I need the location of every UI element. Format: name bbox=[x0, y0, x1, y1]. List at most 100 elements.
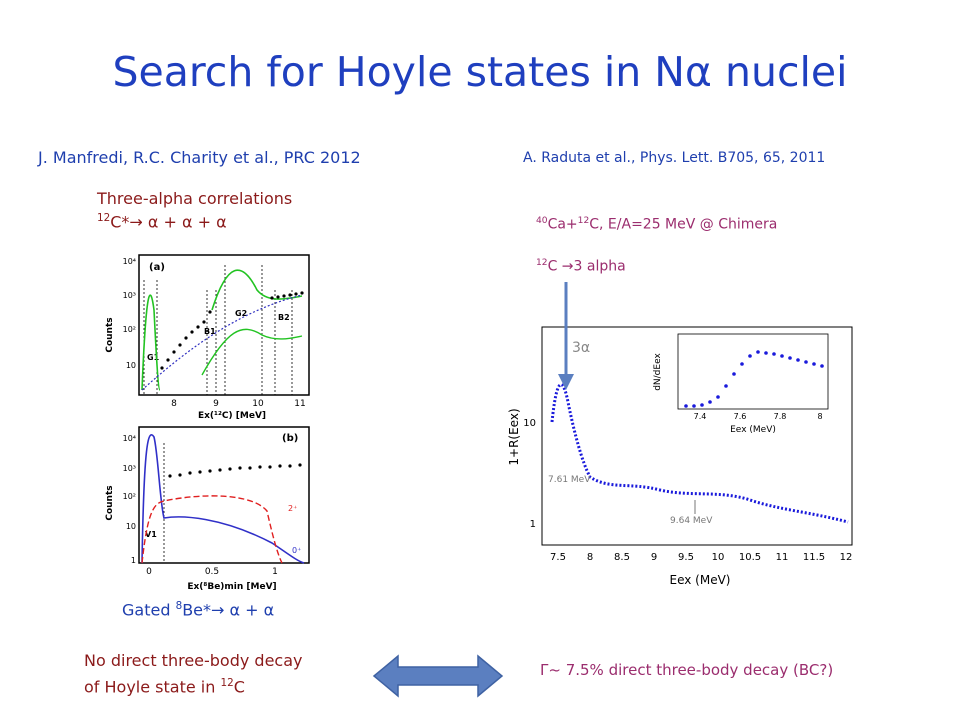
figure-c-xlabel: Eex (MeV) bbox=[670, 573, 731, 587]
pointer-arrow-head bbox=[558, 374, 574, 390]
double-arrow bbox=[372, 654, 504, 698]
gated-label: Gated 8Be*→ α + α bbox=[122, 600, 274, 619]
figure-a-fit-g1 bbox=[141, 294, 161, 391]
reaction-text: C*→ α + α + α bbox=[110, 212, 227, 232]
gated-pre: Gated bbox=[122, 600, 176, 620]
figure-a-frame bbox=[138, 254, 310, 396]
figure-c-xtick-2: 8.5 bbox=[614, 552, 630, 563]
figure-a-gate-lines bbox=[143, 265, 293, 395]
figure-b-xtick-1: 0.5 bbox=[205, 567, 219, 577]
left-conclusion-line2-post: C bbox=[233, 677, 245, 697]
figure-b-gate-v1: V1 bbox=[145, 530, 157, 539]
left-conclusion-line2-pre: of Hoyle state in bbox=[84, 677, 221, 697]
figure-a-ylabel: Counts bbox=[105, 317, 115, 352]
figure-a-gate-g1: G1 bbox=[147, 353, 160, 362]
figure-c-data-band bbox=[550, 383, 849, 524]
figure-b-xtick-2: 1 bbox=[272, 567, 278, 577]
double-arrow-shape bbox=[372, 654, 504, 698]
slide-title: Search for Hoyle states in Nα nuclei bbox=[112, 48, 848, 96]
figure-c-frame bbox=[541, 326, 853, 546]
figure-c-label: 3α bbox=[572, 340, 590, 356]
left-citation: J. Manfredi, R.C. Charity et al., PRC 20… bbox=[38, 148, 361, 167]
figure-c-inset-ylabel: dN/dEex bbox=[653, 353, 663, 391]
figure-a-gate-g2: G2 bbox=[235, 309, 247, 318]
figure-b-ytick-0: 10⁴ bbox=[123, 434, 136, 443]
figure-b-marker-2plus: 2⁺ bbox=[288, 504, 297, 513]
figure-b-fit-red bbox=[141, 495, 283, 564]
figure-a-xtick-3: 11 bbox=[294, 399, 305, 409]
decay-label: 12C →3 alpha bbox=[536, 258, 626, 275]
figure-c-xtick-7: 11 bbox=[776, 552, 789, 563]
system-post: C, E/A=25 MeV @ Chimera bbox=[589, 216, 778, 233]
reaction-label: 12C*→ α + α + α bbox=[97, 212, 227, 231]
left-conclusion: No direct three-body decay of Hoyle stat… bbox=[84, 650, 303, 698]
figure-b-ytick-4: 1 bbox=[131, 556, 136, 565]
left-conclusion-line2: of Hoyle state in 12C bbox=[84, 672, 303, 698]
right-conclusion: Γ~ 7.5% direct three-body decay (BC?) bbox=[540, 661, 834, 679]
figure-b-frame bbox=[138, 426, 310, 564]
figure-b-xlabel: Ex(⁸Be)min [MeV] bbox=[187, 582, 276, 592]
figure-c-inset-points bbox=[684, 350, 824, 408]
figure-c-ytick-0: 10 bbox=[523, 418, 536, 429]
figure-a-ytick-3: 10 bbox=[126, 361, 136, 370]
figure-c-inset-frame bbox=[677, 333, 829, 410]
figure-c-xtick-6: 10.5 bbox=[739, 552, 761, 563]
figure-a-xtick-2: 10 bbox=[252, 399, 264, 409]
figure-b-panel-label: (b) bbox=[282, 433, 298, 444]
system-mid: Ca+ bbox=[547, 216, 578, 233]
figure-a-background bbox=[141, 294, 303, 391]
system-label: 40Ca+12C, E/A=25 MeV @ Chimera bbox=[536, 216, 777, 233]
figure-b-ytick-3: 10 bbox=[126, 522, 136, 531]
figure-c-xtick-1: 8 bbox=[587, 552, 593, 563]
figure-b: (b) Counts Ex(⁸Be)min [MeV] 0 0.5 1 10⁴ … bbox=[92, 423, 317, 593]
figure-b-xtick-0: 0 bbox=[146, 567, 152, 577]
figure-c-inset-xtick-2: 7.8 bbox=[774, 412, 787, 421]
figure-c-inset-xtick-0: 7.4 bbox=[694, 412, 707, 421]
left-conclusion-line2-sup: 12 bbox=[220, 677, 234, 689]
figure-b-fit-blue bbox=[141, 434, 305, 564]
figure-c-xtick-9: 12 bbox=[840, 552, 853, 563]
figure-b-ytick-2: 10² bbox=[123, 492, 136, 501]
right-citation: A. Raduta et al., Phys. Lett. B705, 65, … bbox=[523, 150, 826, 166]
three-alpha-heading: Three-alpha correlations bbox=[97, 189, 293, 208]
figure-c-inset-xlabel: Eex (MeV) bbox=[730, 425, 776, 435]
gated-sup: 8 bbox=[175, 600, 183, 612]
figure-c-xtick-8: 11.5 bbox=[803, 552, 825, 563]
figure-c-xtick-3: 9 bbox=[651, 552, 657, 563]
left-conclusion-line1: No direct three-body decay bbox=[84, 651, 303, 670]
figure-a-ytick-2: 10² bbox=[123, 325, 136, 334]
figure-a-fit-g2 bbox=[211, 269, 303, 311]
figure-c-ylabel: 1+R(Eex) bbox=[507, 408, 521, 465]
figure-c-xtick-4: 9.5 bbox=[678, 552, 694, 563]
figure-c-inset-xtick-3: 8 bbox=[817, 412, 822, 421]
figure-c-annot1: 7.61 MeV bbox=[548, 475, 591, 485]
figure-a-gate-b2: B2 bbox=[278, 313, 290, 322]
figure-a-xlabel: Ex(¹²C) [MeV] bbox=[198, 411, 266, 421]
figure-c-inset-xtick-1: 7.6 bbox=[734, 412, 747, 421]
figure-a-ytick-1: 10³ bbox=[123, 291, 136, 300]
figure-a-panel-label: (a) bbox=[149, 262, 165, 273]
figure-c-xtick-5: 10 bbox=[712, 552, 725, 563]
figure-c-xtick-0: 7.5 bbox=[550, 552, 566, 563]
gated-body: Be*→ α + α bbox=[182, 600, 275, 620]
figure-b-data-points bbox=[168, 463, 302, 478]
system-sup2: 12 bbox=[577, 216, 590, 226]
figure-c-ytick-1: 1 bbox=[530, 519, 536, 530]
figure-b-ytick-1: 10³ bbox=[123, 464, 136, 473]
decay-post: C →3 alpha bbox=[547, 258, 626, 275]
figure-a-xtick-1: 9 bbox=[213, 399, 219, 409]
pointer-arrow bbox=[558, 282, 574, 390]
figure-a-gate-b1: B1 bbox=[204, 327, 216, 336]
system-sup1: 40 bbox=[536, 216, 548, 226]
figure-c: 3α 1+R(Eex) Eex (MeV) 10 1 7.5 8 8.5 9 9… bbox=[490, 322, 860, 590]
figure-b-ylabel: Counts bbox=[105, 485, 115, 520]
figure-b-marker-0plus: 0⁺ bbox=[292, 546, 301, 555]
decay-sup: 12 bbox=[536, 258, 548, 268]
figure-a-ytick-0: 10⁴ bbox=[123, 257, 136, 266]
figure-a: (a) Counts Ex(¹²C) [MeV] 8 9 10 11 10⁴ 1… bbox=[92, 250, 317, 422]
figure-c-annot2: 9.64 MeV bbox=[670, 516, 713, 526]
figure-a-fit-b bbox=[201, 328, 303, 376]
reaction-mass: 12 bbox=[97, 212, 111, 224]
figure-a-xtick-0: 8 bbox=[171, 399, 177, 409]
figure-a-data-points bbox=[160, 291, 304, 370]
